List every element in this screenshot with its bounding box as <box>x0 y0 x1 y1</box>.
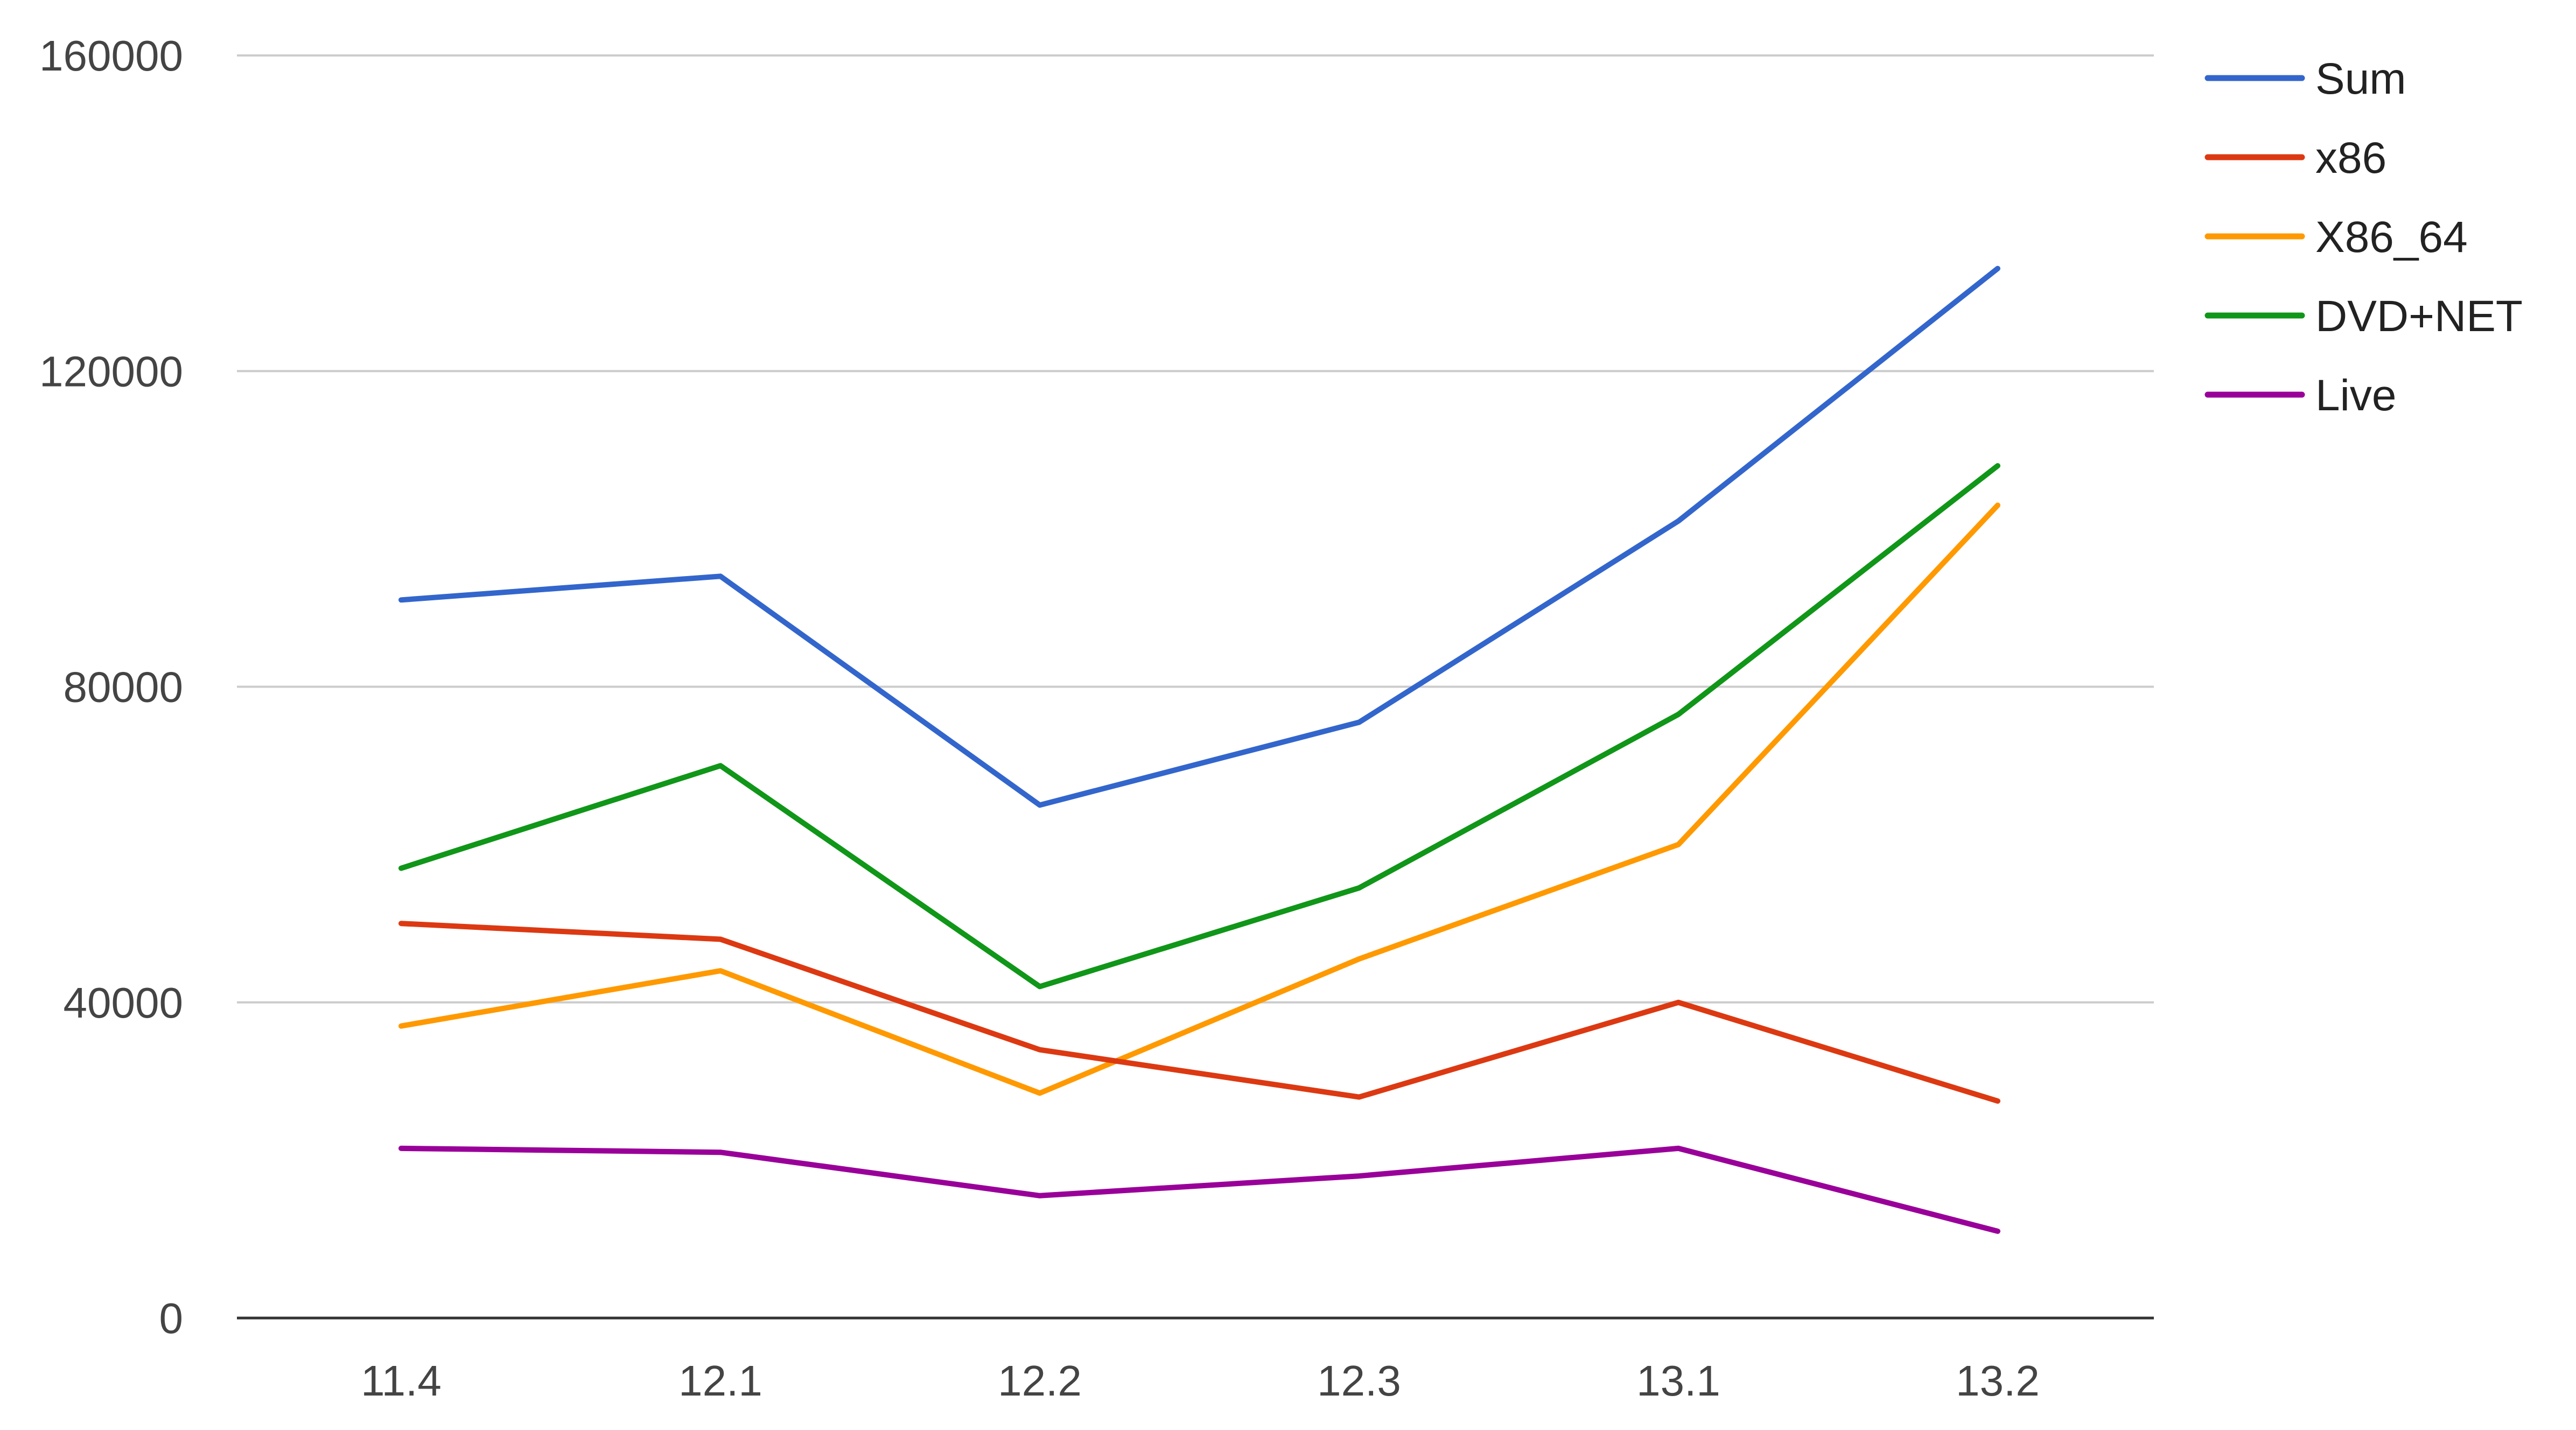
series-lines <box>398 265 2000 1234</box>
x-tick-label: 13.2 <box>1956 1357 2040 1405</box>
y-tick-label: 0 <box>159 1294 184 1342</box>
legend-label: Sum <box>2315 54 2406 103</box>
x-tick-label: 13.1 <box>1636 1357 1720 1405</box>
series-line-x86 <box>398 921 2000 1104</box>
legend-label: x86 <box>2315 134 2386 183</box>
gridlines <box>237 54 2154 1004</box>
x-tick-label: 12.1 <box>678 1357 762 1405</box>
series-line-x86-64 <box>398 502 2000 1096</box>
legend-label: X86_64 <box>2315 213 2468 262</box>
y-tick-label: 120000 <box>39 347 183 395</box>
x-tick-label: 12.3 <box>1317 1357 1401 1405</box>
series-line-sum <box>398 265 2000 808</box>
legend-label: Live <box>2315 371 2396 420</box>
series-line-dvd-net <box>398 463 2000 990</box>
legend: Sum x86 X86_64 DVD+NET Live <box>2204 54 2523 420</box>
x-axis-tick-labels: 11.4 12.1 12.2 12.3 13.1 13.2 <box>361 1357 2040 1405</box>
legend-label: DVD+NET <box>2315 292 2523 341</box>
y-tick-label: 40000 <box>64 979 183 1027</box>
y-axis-tick-labels: 0 40000 80000 120000 160000 <box>39 32 183 1342</box>
y-tick-label: 80000 <box>64 663 183 711</box>
y-tick-label: 160000 <box>39 32 183 80</box>
series-line-live <box>398 1145 2000 1234</box>
x-tick-label: 12.2 <box>998 1357 1082 1405</box>
x-tick-label: 11.4 <box>361 1357 442 1405</box>
